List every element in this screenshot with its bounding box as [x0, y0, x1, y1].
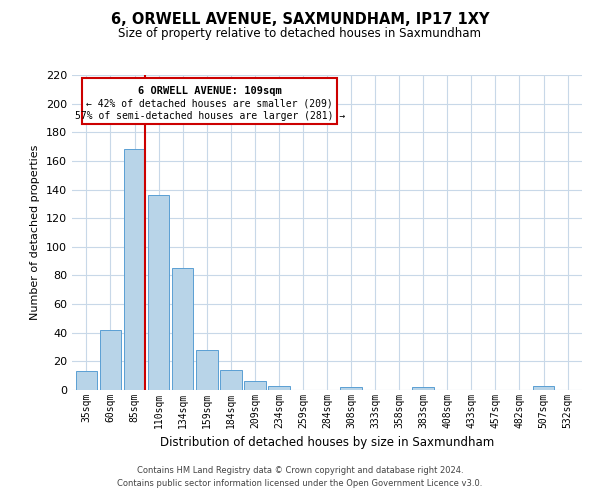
Bar — [412, 387, 434, 390]
Bar — [148, 196, 169, 390]
Bar — [268, 386, 290, 390]
Bar — [172, 268, 193, 390]
Text: Contains HM Land Registry data © Crown copyright and database right 2024.
Contai: Contains HM Land Registry data © Crown c… — [118, 466, 482, 487]
Bar — [124, 150, 145, 390]
Text: Size of property relative to detached houses in Saxmundham: Size of property relative to detached ho… — [119, 28, 482, 40]
Text: 57% of semi-detached houses are larger (281) →: 57% of semi-detached houses are larger (… — [74, 111, 345, 121]
FancyBboxPatch shape — [82, 78, 337, 124]
Bar — [340, 387, 362, 390]
Bar — [76, 372, 97, 390]
Bar — [100, 330, 121, 390]
Bar — [244, 382, 266, 390]
Bar — [533, 386, 554, 390]
Text: 6 ORWELL AVENUE: 109sqm: 6 ORWELL AVENUE: 109sqm — [138, 86, 281, 96]
Bar — [220, 370, 242, 390]
X-axis label: Distribution of detached houses by size in Saxmundham: Distribution of detached houses by size … — [160, 436, 494, 450]
Text: ← 42% of detached houses are smaller (209): ← 42% of detached houses are smaller (20… — [86, 98, 333, 108]
Text: 6, ORWELL AVENUE, SAXMUNDHAM, IP17 1XY: 6, ORWELL AVENUE, SAXMUNDHAM, IP17 1XY — [111, 12, 489, 28]
Y-axis label: Number of detached properties: Number of detached properties — [31, 145, 40, 320]
Bar — [196, 350, 218, 390]
